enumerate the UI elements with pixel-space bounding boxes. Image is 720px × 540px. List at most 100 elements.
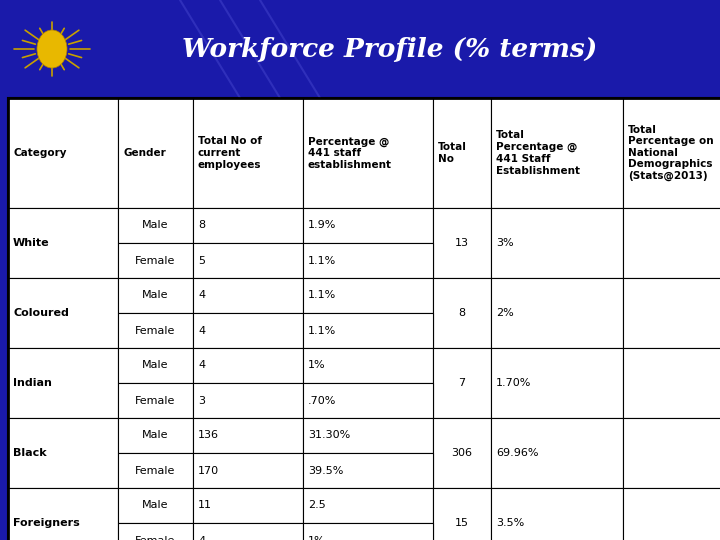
Bar xyxy=(303,98,433,208)
Bar xyxy=(8,278,118,348)
Bar xyxy=(303,208,433,243)
Text: Male: Male xyxy=(143,430,168,441)
Text: 170: 170 xyxy=(198,465,219,476)
Bar xyxy=(118,278,193,313)
Bar xyxy=(623,488,720,540)
Text: .70%: .70% xyxy=(308,395,336,406)
Bar xyxy=(303,523,433,540)
Text: Total
No: Total No xyxy=(438,142,467,164)
Text: Total No of
current
employees: Total No of current employees xyxy=(198,137,262,170)
Text: Indian: Indian xyxy=(13,378,52,388)
Text: Female: Female xyxy=(135,395,176,406)
Bar xyxy=(118,488,193,523)
Text: Total
Percentage @
441 Staff
Establishment: Total Percentage @ 441 Staff Establishme… xyxy=(496,131,580,176)
Text: 4: 4 xyxy=(198,326,205,335)
Text: 31.30%: 31.30% xyxy=(308,430,350,441)
Bar xyxy=(8,418,118,488)
Text: 3: 3 xyxy=(198,395,205,406)
Bar xyxy=(491,278,623,348)
Text: Foreigners: Foreigners xyxy=(13,518,80,528)
Text: 13: 13 xyxy=(455,238,469,248)
Text: 3%: 3% xyxy=(496,238,513,248)
Bar xyxy=(193,98,303,208)
Text: Percentage @
441 staff
establishment: Percentage @ 441 staff establishment xyxy=(308,136,392,170)
Bar xyxy=(118,98,193,208)
Bar xyxy=(193,278,303,313)
Text: Female: Female xyxy=(135,326,176,335)
Bar xyxy=(193,383,303,418)
Bar xyxy=(303,418,433,453)
Bar xyxy=(433,418,491,488)
Text: 1%: 1% xyxy=(308,536,325,540)
Text: Category: Category xyxy=(13,148,66,158)
Bar xyxy=(303,243,433,278)
Text: 8: 8 xyxy=(459,308,466,318)
Text: 2.5: 2.5 xyxy=(308,501,325,510)
Bar xyxy=(118,348,193,383)
Text: 15: 15 xyxy=(455,518,469,528)
Text: 1%: 1% xyxy=(308,361,325,370)
Bar xyxy=(433,278,491,348)
Text: Gender: Gender xyxy=(123,148,166,158)
Bar xyxy=(433,98,491,208)
Bar xyxy=(193,208,303,243)
Text: White: White xyxy=(13,238,50,248)
Bar xyxy=(491,488,623,540)
Bar xyxy=(303,278,433,313)
Text: 39.5%: 39.5% xyxy=(308,465,343,476)
Text: 2%: 2% xyxy=(496,308,514,318)
Bar xyxy=(8,348,118,418)
Bar xyxy=(8,98,118,208)
Bar xyxy=(491,418,623,488)
Bar xyxy=(118,208,193,243)
Bar xyxy=(118,418,193,453)
Text: 1.1%: 1.1% xyxy=(308,326,336,335)
Bar xyxy=(118,383,193,418)
Text: Female: Female xyxy=(135,465,176,476)
Bar xyxy=(303,488,433,523)
Text: Total
Percentage on
National
Demographics
(Stats@2013): Total Percentage on National Demographic… xyxy=(628,125,714,181)
Bar xyxy=(303,383,433,418)
Ellipse shape xyxy=(37,30,67,68)
Text: 7: 7 xyxy=(459,378,466,388)
Text: 11: 11 xyxy=(198,501,212,510)
Text: 8: 8 xyxy=(198,220,205,231)
Bar xyxy=(193,453,303,488)
Bar xyxy=(193,418,303,453)
Bar xyxy=(193,313,303,348)
Bar xyxy=(8,488,118,540)
Bar xyxy=(433,348,491,418)
Text: Male: Male xyxy=(143,291,168,300)
Text: 3.5%: 3.5% xyxy=(496,518,524,528)
Text: Coloured: Coloured xyxy=(13,308,69,318)
Bar xyxy=(118,523,193,540)
Text: 1.1%: 1.1% xyxy=(308,291,336,300)
Text: 1.1%: 1.1% xyxy=(308,255,336,266)
Bar xyxy=(118,313,193,348)
Bar xyxy=(623,278,720,348)
Text: Male: Male xyxy=(143,501,168,510)
Bar xyxy=(433,208,491,278)
Text: 69.96%: 69.96% xyxy=(496,448,539,458)
Bar xyxy=(193,348,303,383)
Bar xyxy=(118,243,193,278)
Bar xyxy=(491,348,623,418)
Bar xyxy=(623,208,720,278)
Bar xyxy=(193,243,303,278)
Bar xyxy=(118,453,193,488)
Text: 4: 4 xyxy=(198,536,205,540)
Bar xyxy=(491,208,623,278)
Text: 1.9%: 1.9% xyxy=(308,220,336,231)
Text: 1.70%: 1.70% xyxy=(496,378,531,388)
Text: Male: Male xyxy=(143,220,168,231)
Bar xyxy=(303,453,433,488)
Bar xyxy=(433,488,491,540)
Bar xyxy=(193,488,303,523)
Bar xyxy=(303,348,433,383)
Text: Male: Male xyxy=(143,361,168,370)
Bar xyxy=(193,523,303,540)
Text: Black: Black xyxy=(13,448,47,458)
Text: 136: 136 xyxy=(198,430,219,441)
Bar xyxy=(8,208,118,278)
Text: 4: 4 xyxy=(198,361,205,370)
